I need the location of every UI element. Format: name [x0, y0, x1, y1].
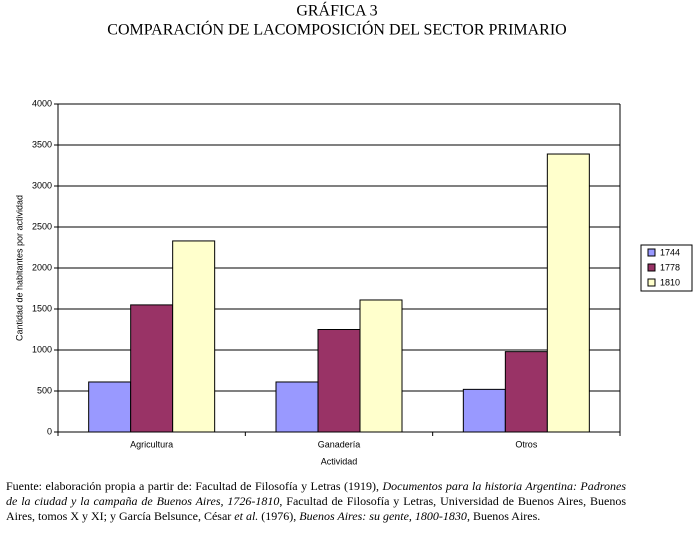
bar — [504, 351, 548, 433]
legend-swatch — [647, 248, 656, 257]
legend-swatch — [647, 263, 656, 272]
y-tick-label: 2500 — [32, 221, 52, 231]
chart-title: GRÁFICA 3 — [296, 1, 377, 20]
y-tick-label: 1000 — [32, 344, 52, 354]
source-text: Documentos para la historia Argentina: P… — [6, 479, 626, 508]
bar — [359, 299, 403, 433]
y-axis-label: Cantidad de habitantes por actividad — [14, 195, 24, 341]
y-tick-label: 500 — [37, 385, 52, 395]
source-text: , Facultad de Filosofía y Letras, Univer… — [6, 494, 626, 523]
y-tick-label: 1500 — [32, 303, 52, 313]
source-text: Fuente: elaboración propia a partir de: … — [6, 479, 383, 493]
bar — [172, 240, 216, 433]
source-text: et al. — [234, 509, 259, 523]
bar — [462, 388, 506, 433]
x-tick-label: Otros — [515, 439, 538, 449]
legend-label: 1778 — [660, 262, 680, 272]
x-tick-label: Agricultura — [130, 439, 173, 449]
legend-label: 1810 — [660, 277, 680, 287]
bar — [130, 304, 174, 433]
x-axis-label: Actividad — [321, 456, 358, 466]
source-note: Fuente: elaboración propia a partir de: … — [6, 479, 626, 524]
bar — [275, 381, 319, 433]
x-tick-label: Ganadería — [318, 439, 361, 449]
y-tick-label: 3000 — [32, 180, 52, 190]
source-text: (1976), — [258, 509, 300, 523]
legend-swatch — [647, 278, 656, 287]
y-tick-label: 3500 — [32, 139, 52, 149]
legend-label: 1744 — [660, 247, 680, 257]
bar — [546, 153, 590, 433]
chart-subtitle: COMPARACIÓN DE LACOMPOSICIÓN DEL SECTOR … — [107, 20, 566, 39]
y-tick-label: 0 — [47, 426, 52, 436]
bar — [88, 381, 132, 433]
source-text: Buenos Aires: su gente, 1800-1830 — [299, 509, 467, 523]
source-text: , Buenos Aires. — [466, 509, 541, 523]
y-tick-label: 2000 — [32, 262, 52, 272]
y-tick-label: 4000 — [32, 98, 52, 108]
bar — [317, 329, 361, 433]
chart: GRÁFICA 3 COMPARACIÓN DE LACOMPOSICIÓN D… — [14, 1, 693, 466]
